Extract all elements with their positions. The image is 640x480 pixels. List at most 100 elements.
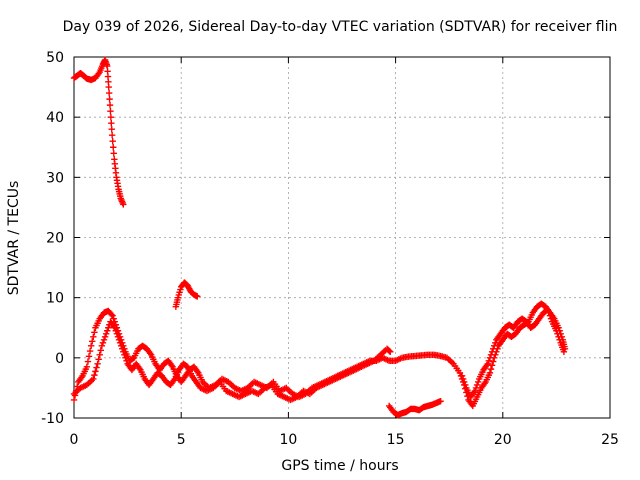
data-point [91,371,98,379]
y-tick-label: 40 [46,110,64,126]
data-point [459,375,467,383]
series-segment-f [458,306,568,401]
data-point [560,348,568,356]
data-point [93,364,100,371]
data-point [122,354,129,362]
data-point [112,327,120,334]
data-point [458,372,466,380]
data-point [547,315,555,322]
data-point [474,378,482,386]
data-point [98,342,106,349]
gridlines [74,57,610,418]
data-point [546,312,554,319]
data-point [89,338,96,345]
data-point [107,107,114,115]
data-point [488,348,496,356]
data-point [387,348,394,356]
data-point [461,378,468,386]
series-segment-d [70,318,394,404]
data-point [554,330,561,337]
data-point [106,101,114,109]
data-point [108,126,115,133]
data-point [94,360,101,368]
y-tick-label: 30 [46,170,64,186]
data-point [109,138,116,145]
data-point [486,369,494,377]
data-point [105,324,112,331]
y-tick-label: 0 [55,351,64,367]
axis-ticks: 0 5 10 15 20 25 -10 0 10 20 30 40 50 [41,50,619,448]
x-tick-label: 20 [494,432,512,448]
data-point [117,342,125,349]
data-point [110,144,117,151]
x-tick-label: 15 [387,432,405,448]
series-segment-e [385,397,444,419]
data-point [545,309,553,316]
data-point [113,330,121,337]
data-point [119,345,126,353]
data-point [121,351,128,359]
data-point [120,348,127,356]
y-tick-label: 10 [46,291,64,307]
data-point [544,306,552,313]
y-tick-label: 20 [46,231,64,247]
data-point [110,150,117,157]
y-tick-label: 50 [46,50,64,66]
x-tick-label: 0 [70,432,79,448]
data-point [84,358,92,365]
data-point [487,365,495,373]
data-point [90,333,97,340]
series-segment-b [172,279,201,310]
data-point [105,83,112,91]
data-point [556,336,563,343]
data-point [471,387,479,395]
data-point [90,375,97,383]
data-point [111,324,118,331]
data-point [194,293,201,300]
data-point [123,357,130,365]
data-point [95,356,102,363]
data-point [101,333,109,340]
y-tick-label: -10 [41,411,64,427]
x-tick-label: 10 [279,432,297,448]
data-point [104,327,111,334]
y-axis-label: SDTVAR / TECUs [6,181,22,296]
data-point [437,397,444,405]
data-point [491,342,498,349]
data-point [100,336,108,343]
data-point [492,339,499,346]
data-point [487,351,495,359]
data-point [96,351,103,359]
data-point [116,339,124,346]
data-point [553,327,560,334]
data-point [114,333,122,340]
data-point [105,89,113,97]
data-point [99,339,107,346]
data-point [87,342,95,349]
data-point [555,333,562,340]
data-point [70,396,78,404]
data-point [102,330,110,337]
data-point [108,119,115,127]
x-tick-label: 25 [601,432,619,448]
data-point [489,358,497,365]
x-tick-label: 5 [177,432,186,448]
data-point [472,384,480,392]
data-point [485,357,493,365]
data-point [386,347,393,355]
data-point [107,113,115,121]
data-point [85,353,93,360]
data-point [462,381,469,389]
data-point [91,329,98,336]
data-point [97,347,104,354]
data-point [473,381,481,389]
data-point [109,312,116,319]
data-point [488,362,496,369]
data-point [489,345,497,353]
data-point [106,95,113,103]
data-point [115,336,123,343]
data-point [92,368,99,375]
data-point [484,360,491,368]
data-points [70,56,569,419]
